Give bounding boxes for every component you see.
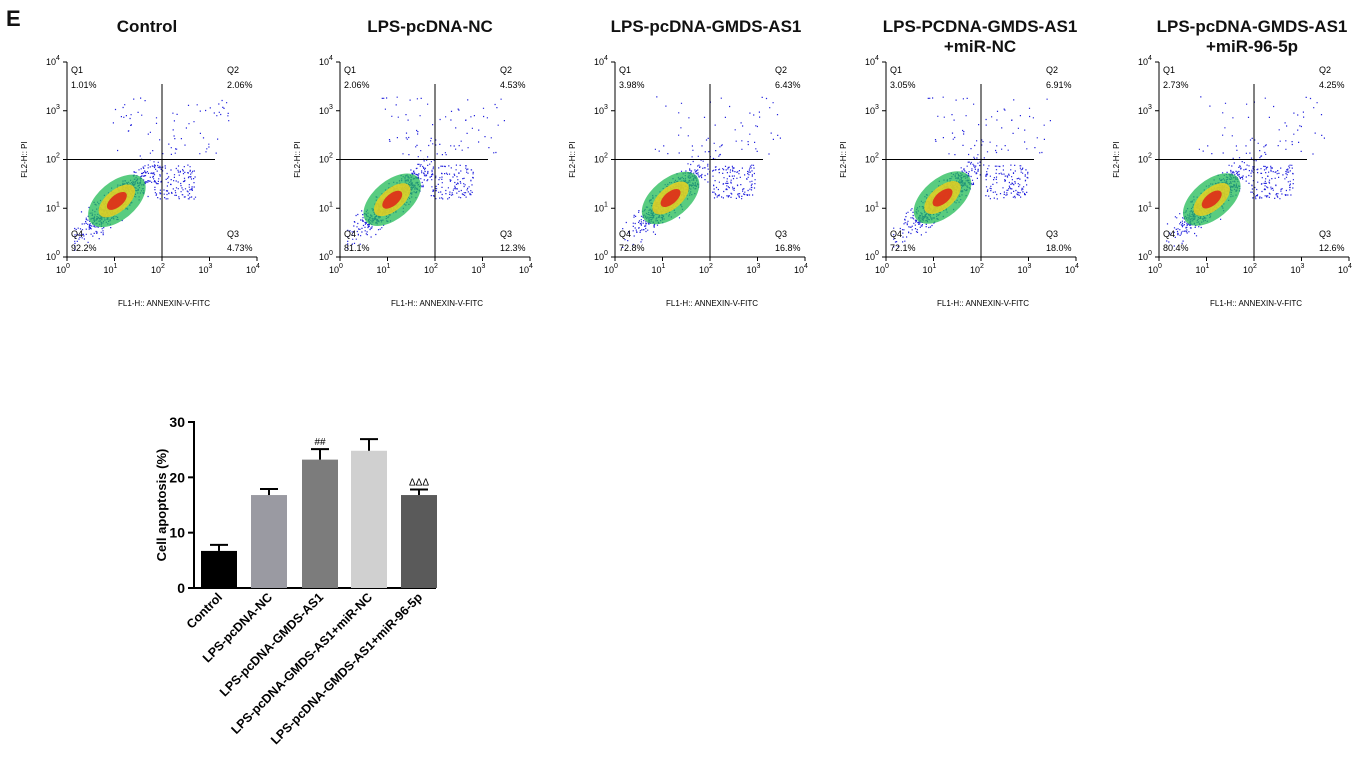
- bar-y-tick-label: 30: [169, 414, 185, 430]
- q2-percent: 2.06%: [227, 80, 253, 90]
- q2-percent: 6.43%: [775, 80, 801, 90]
- flow-dot-cloud: [893, 96, 1051, 248]
- q2-label: Q2: [1046, 65, 1058, 75]
- flow-title-line: LPS-pcDNA-GMDS-AS1: [610, 17, 802, 36]
- q4-label: Q4: [71, 229, 83, 239]
- q2-percent: 6.91%: [1046, 80, 1072, 90]
- flow-title-line: LPS-pcDNA-GMDS-AS1: [1156, 17, 1348, 36]
- bar: [351, 450, 387, 588]
- q3-percent: 4.73%: [227, 243, 253, 253]
- flow-title-line: LPS-PCDNA-GMDS-AS1: [882, 17, 1078, 36]
- flow-dots: [1166, 96, 1325, 247]
- q1-label: Q1: [344, 65, 356, 75]
- q1-percent: 2.06%: [344, 80, 370, 90]
- bar: [201, 550, 237, 588]
- x-axis-label: FL1-H:: ANNEXIN-V-FITC: [666, 299, 758, 308]
- bar-y-axis-label: Cell apoptosis (%): [154, 449, 169, 562]
- significance-mark: ##: [314, 437, 326, 448]
- density-peak: [382, 190, 403, 209]
- significance-mark: ΔΔΔ: [409, 478, 429, 489]
- y-axis-label: FL2-H:: PI: [293, 141, 302, 177]
- q3-percent: 18.0%: [1046, 243, 1072, 253]
- flow-title-line: LPS-pcDNA-NC: [367, 17, 493, 36]
- q4-percent: 92.2%: [71, 243, 97, 253]
- y-axis-label: FL2-H:: PI: [20, 141, 29, 177]
- flow-title-2: LPS-pcDNA-NC: [295, 17, 565, 37]
- x-axis-label: FL1-H:: ANNEXIN-V-FITC: [937, 299, 1029, 308]
- q1-percent: 1.01%: [71, 80, 97, 90]
- q1-label: Q1: [619, 65, 631, 75]
- flow-title-5: LPS-pcDNA-GMDS-AS1 +miR-96-5p: [1117, 17, 1363, 57]
- q4-label: Q4: [1163, 229, 1175, 239]
- q1-percent: 3.05%: [890, 80, 916, 90]
- q1-percent: 2.73%: [1163, 80, 1189, 90]
- q3-label: Q3: [1319, 229, 1331, 239]
- panel-letter: E: [6, 6, 21, 31]
- q4-percent: 80.4%: [1163, 243, 1189, 253]
- flow-title-3: LPS-pcDNA-GMDS-AS1: [571, 17, 841, 37]
- density-peak: [660, 189, 681, 207]
- q3-label: Q3: [227, 229, 239, 239]
- q1-label: Q1: [890, 65, 902, 75]
- flow-title-1: Control: [12, 17, 282, 37]
- q4-percent: 81.1%: [344, 243, 370, 253]
- flow-dots: [74, 97, 230, 251]
- density-peak: [1201, 190, 1222, 209]
- q2-percent: 4.25%: [1319, 80, 1345, 90]
- density-peak: [932, 188, 953, 207]
- q2-label: Q2: [775, 65, 787, 75]
- q3-percent: 16.8%: [775, 243, 801, 253]
- bar: [401, 495, 437, 588]
- flow-dot-cloud: [622, 96, 781, 248]
- bar: [302, 459, 338, 588]
- q2-label: Q2: [1319, 65, 1331, 75]
- q2-label: Q2: [500, 65, 512, 75]
- flow-dots: [347, 96, 505, 250]
- bar: [251, 495, 287, 588]
- flow-title-4: LPS-PCDNA-GMDS-AS1 +miR-NC: [845, 17, 1115, 57]
- q3-percent: 12.6%: [1319, 243, 1345, 253]
- flow-dots: [893, 96, 1051, 248]
- flow-dot-cloud: [347, 96, 505, 250]
- q3-label: Q3: [775, 229, 787, 239]
- q4-percent: 72.8%: [619, 243, 645, 253]
- x-axis-label: FL1-H:: ANNEXIN-V-FITC: [118, 299, 210, 308]
- q2-percent: 4.53%: [500, 80, 526, 90]
- q3-label: Q3: [500, 229, 512, 239]
- bar-y-tick-label: 10: [169, 525, 185, 541]
- y-axis-label: FL2-H:: PI: [839, 141, 848, 177]
- flow-dots: [622, 96, 781, 248]
- x-axis-label: FL1-H:: ANNEXIN-V-FITC: [1210, 299, 1302, 308]
- bar-y-tick-label: 20: [169, 469, 185, 485]
- q3-percent: 12.3%: [500, 243, 526, 253]
- q3-label: Q3: [1046, 229, 1058, 239]
- y-axis-label: FL2-H:: PI: [1112, 141, 1121, 177]
- q1-label: Q1: [1163, 65, 1175, 75]
- x-axis-label: FL1-H:: ANNEXIN-V-FITC: [391, 299, 483, 308]
- flow-subtitle-line: +miR-NC: [943, 37, 1017, 56]
- q4-percent: 72.1%: [890, 243, 916, 253]
- q4-label: Q4: [619, 229, 631, 239]
- q2-label: Q2: [227, 65, 239, 75]
- bar-category-label: Control: [184, 590, 225, 631]
- q1-percent: 3.98%: [619, 80, 645, 90]
- y-axis-label: FL2-H:: PI: [568, 141, 577, 177]
- q4-label: Q4: [890, 229, 902, 239]
- flow-subtitle-line: +miR-96-5p: [1205, 37, 1299, 56]
- bar-y-tick-label: 0: [177, 580, 185, 596]
- density-peak: [106, 191, 127, 210]
- q1-label: Q1: [71, 65, 83, 75]
- q4-label: Q4: [344, 229, 356, 239]
- flow-title-line: Control: [116, 17, 178, 36]
